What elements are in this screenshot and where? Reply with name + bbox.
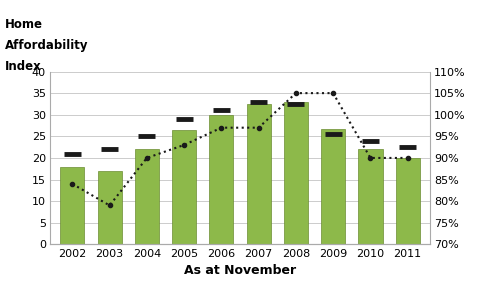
Bar xyxy=(135,149,159,244)
Bar xyxy=(284,102,308,244)
Text: Affordability: Affordability xyxy=(5,39,88,52)
Text: Home: Home xyxy=(5,18,43,31)
Bar xyxy=(172,130,196,244)
Bar xyxy=(246,104,270,244)
X-axis label: As at November: As at November xyxy=(184,264,296,277)
Text: Index: Index xyxy=(5,60,42,73)
Bar xyxy=(358,149,382,244)
Bar xyxy=(396,158,420,244)
Bar xyxy=(210,115,234,244)
Bar xyxy=(98,171,122,244)
Bar xyxy=(321,128,345,244)
Bar xyxy=(60,167,84,244)
